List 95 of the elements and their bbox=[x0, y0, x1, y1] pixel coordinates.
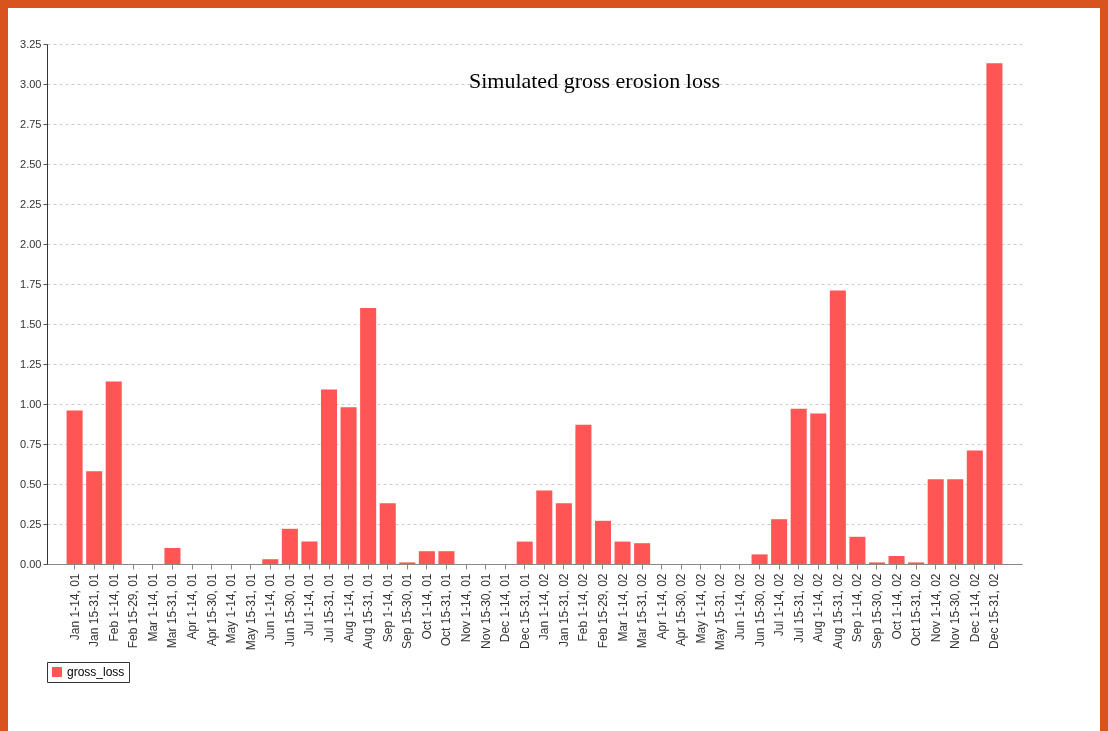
x-tick-label: Jan 1-14, 02 bbox=[537, 573, 552, 641]
y-tick-label: 1.25 bbox=[20, 357, 42, 370]
x-tick-label: Jul 1-14, 01 bbox=[302, 573, 317, 637]
bar bbox=[966, 450, 983, 564]
x-tick-label: Jun 1-14, 01 bbox=[263, 573, 278, 641]
y-tick-label: 2.00 bbox=[20, 237, 42, 250]
bar bbox=[340, 407, 357, 564]
bar bbox=[849, 536, 866, 564]
x-tick-label: Mar 15-31, 02 bbox=[635, 573, 650, 649]
x-tick-label: Jul 1-14, 02 bbox=[772, 573, 787, 637]
x-tick-label: Aug 1-14, 02 bbox=[811, 573, 826, 643]
bar bbox=[86, 471, 103, 564]
x-tick-label: Nov 15-30, 01 bbox=[478, 573, 493, 649]
bar bbox=[379, 503, 396, 564]
x-tick-label: Jul 15-31, 01 bbox=[322, 573, 337, 643]
x-tick-label: Oct 15-31, 02 bbox=[909, 573, 924, 647]
bar bbox=[751, 554, 768, 564]
x-tick-label: Jan 15-31, 02 bbox=[556, 573, 571, 647]
x-tick-label: Dec 1-14, 02 bbox=[967, 573, 982, 643]
x-tick-label: Feb 1-14, 02 bbox=[576, 573, 591, 642]
x-tick-label: Mar 1-14, 02 bbox=[615, 573, 630, 642]
x-tick-label: Apr 1-14, 01 bbox=[185, 573, 200, 640]
y-tick-label: 2.75 bbox=[20, 117, 42, 130]
x-tick-label: Jun 1-14, 02 bbox=[732, 573, 747, 641]
bar bbox=[438, 551, 455, 564]
bar bbox=[594, 520, 612, 564]
bar bbox=[555, 503, 572, 564]
bar bbox=[262, 559, 279, 564]
y-tick-label: 3.00 bbox=[20, 77, 42, 90]
x-tick-label: Mar 1-14, 01 bbox=[145, 573, 160, 642]
bar bbox=[790, 408, 807, 564]
x-tick-label: May 1-14, 02 bbox=[693, 573, 708, 644]
y-tick-label: 1.75 bbox=[20, 277, 42, 290]
x-tick-label: Jan 15-31, 01 bbox=[87, 573, 102, 647]
x-tick-label: Nov 1-14, 02 bbox=[928, 573, 943, 643]
y-tick-label: 0.00 bbox=[20, 557, 42, 570]
x-tick-label: Sep 1-14, 02 bbox=[850, 573, 865, 643]
y-tick-label: 0.50 bbox=[20, 477, 42, 490]
y-tick-label: 1.00 bbox=[20, 397, 42, 410]
y-tick-label: 2.50 bbox=[20, 157, 42, 170]
x-tick-label: Nov 15-30, 02 bbox=[948, 573, 963, 649]
x-tick-label: Dec 1-14, 01 bbox=[498, 573, 513, 643]
x-tick-label: Apr 15-30, 02 bbox=[674, 573, 689, 647]
bar bbox=[888, 556, 905, 564]
y-tick-label: 2.25 bbox=[20, 197, 42, 210]
bar bbox=[634, 543, 651, 564]
x-tick-label: Mar 15-31, 01 bbox=[165, 573, 180, 649]
x-tick-label: Oct 1-14, 01 bbox=[419, 573, 434, 640]
x-tick-label: Dec 15-31, 02 bbox=[987, 573, 1002, 649]
x-tick-label: Sep 1-14, 01 bbox=[380, 573, 395, 643]
x-tick-label: Feb 15-29, 02 bbox=[596, 573, 610, 649]
x-tick-label: Dec 15-31, 01 bbox=[517, 573, 532, 649]
x-tick-label: Feb 15-29, 01 bbox=[126, 573, 141, 649]
x-tick-label: Apr 15-30, 01 bbox=[204, 573, 219, 647]
bar bbox=[320, 389, 338, 564]
x-tick-label: Jun 15-30, 02 bbox=[752, 573, 767, 647]
x-tick-label: Jun 15-30, 01 bbox=[282, 573, 297, 647]
bar bbox=[536, 490, 553, 564]
x-tick-label: May 1-14, 01 bbox=[224, 573, 239, 644]
x-tick-label: Jul 15-31, 02 bbox=[791, 573, 806, 643]
x-tick-label: Feb 1-14, 01 bbox=[106, 573, 121, 642]
x-tick-label: May 15-31, 01 bbox=[243, 573, 258, 651]
bar bbox=[301, 541, 318, 564]
x-tick-label: Oct 15-31, 01 bbox=[439, 573, 454, 647]
x-tick-label: Oct 1-14, 02 bbox=[889, 573, 904, 640]
x-tick-label: Apr 1-14, 02 bbox=[654, 573, 669, 640]
bar bbox=[418, 551, 435, 564]
x-tick-label: Aug 15-31, 01 bbox=[361, 573, 376, 649]
y-tick-label: 1.50 bbox=[20, 317, 42, 330]
bar bbox=[281, 528, 298, 564]
x-tick-label: Sep 15-30, 02 bbox=[869, 573, 884, 649]
bar bbox=[360, 308, 377, 564]
bar bbox=[947, 479, 964, 564]
x-tick-label: Aug 15-31, 02 bbox=[830, 573, 845, 649]
bar bbox=[986, 63, 1003, 564]
x-tick-label: Aug 1-14, 01 bbox=[341, 573, 356, 643]
bar bbox=[810, 413, 827, 564]
bar bbox=[164, 548, 181, 564]
text: Simulated gross erosion loss bbox=[468, 68, 721, 93]
x-tick-label: Sep 15-30, 01 bbox=[400, 573, 415, 649]
bar bbox=[771, 519, 788, 564]
bar bbox=[105, 381, 122, 564]
bar bbox=[927, 479, 944, 564]
x-tick-label: Jan 1-14, 01 bbox=[67, 573, 82, 641]
bar bbox=[516, 541, 533, 564]
bar bbox=[614, 541, 631, 564]
y-tick-label: 0.25 bbox=[20, 517, 42, 530]
bar bbox=[66, 410, 83, 564]
bar bbox=[575, 424, 592, 564]
x-tick-label: Nov 1-14, 01 bbox=[459, 573, 473, 643]
x-tick-label: May 15-31, 02 bbox=[713, 573, 728, 651]
y-tick-label: 3.25 bbox=[20, 37, 42, 50]
legend-label: gross_loss bbox=[67, 665, 125, 679]
y-tick-label: 0.75 bbox=[20, 437, 42, 450]
bar bbox=[829, 290, 846, 564]
